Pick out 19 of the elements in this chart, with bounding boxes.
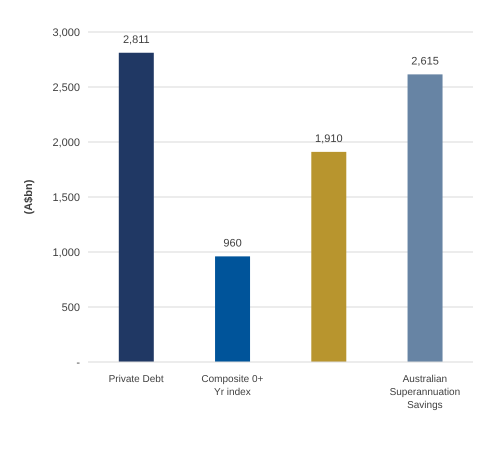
y-tick-label: 2,000 <box>52 136 80 149</box>
data-label: 960 <box>223 237 242 250</box>
y-tick-label: 3,000 <box>52 26 80 39</box>
y-tick-label: 500 <box>62 302 80 314</box>
data-label: 1,910 <box>315 132 343 145</box>
bar <box>215 256 250 362</box>
y-tick-label: 1,000 <box>52 246 80 259</box>
x-tick-label: Composite 0+ Yr index <box>201 374 264 398</box>
y-tick-label: 1,500 <box>52 192 80 204</box>
bar <box>311 152 346 362</box>
data-label: 2,615 <box>411 55 439 68</box>
data-label: 2,811 <box>122 34 150 46</box>
y-tick-label: - <box>76 356 80 369</box>
bar <box>118 52 154 362</box>
x-tick-label: Private Debt <box>108 374 164 385</box>
x-tick-label: Australian Superannuation Savings <box>390 374 460 411</box>
bar <box>408 74 443 362</box>
y-tick-label: 2,500 <box>52 82 80 94</box>
y-axis-title: (A$bn) <box>22 179 35 214</box>
